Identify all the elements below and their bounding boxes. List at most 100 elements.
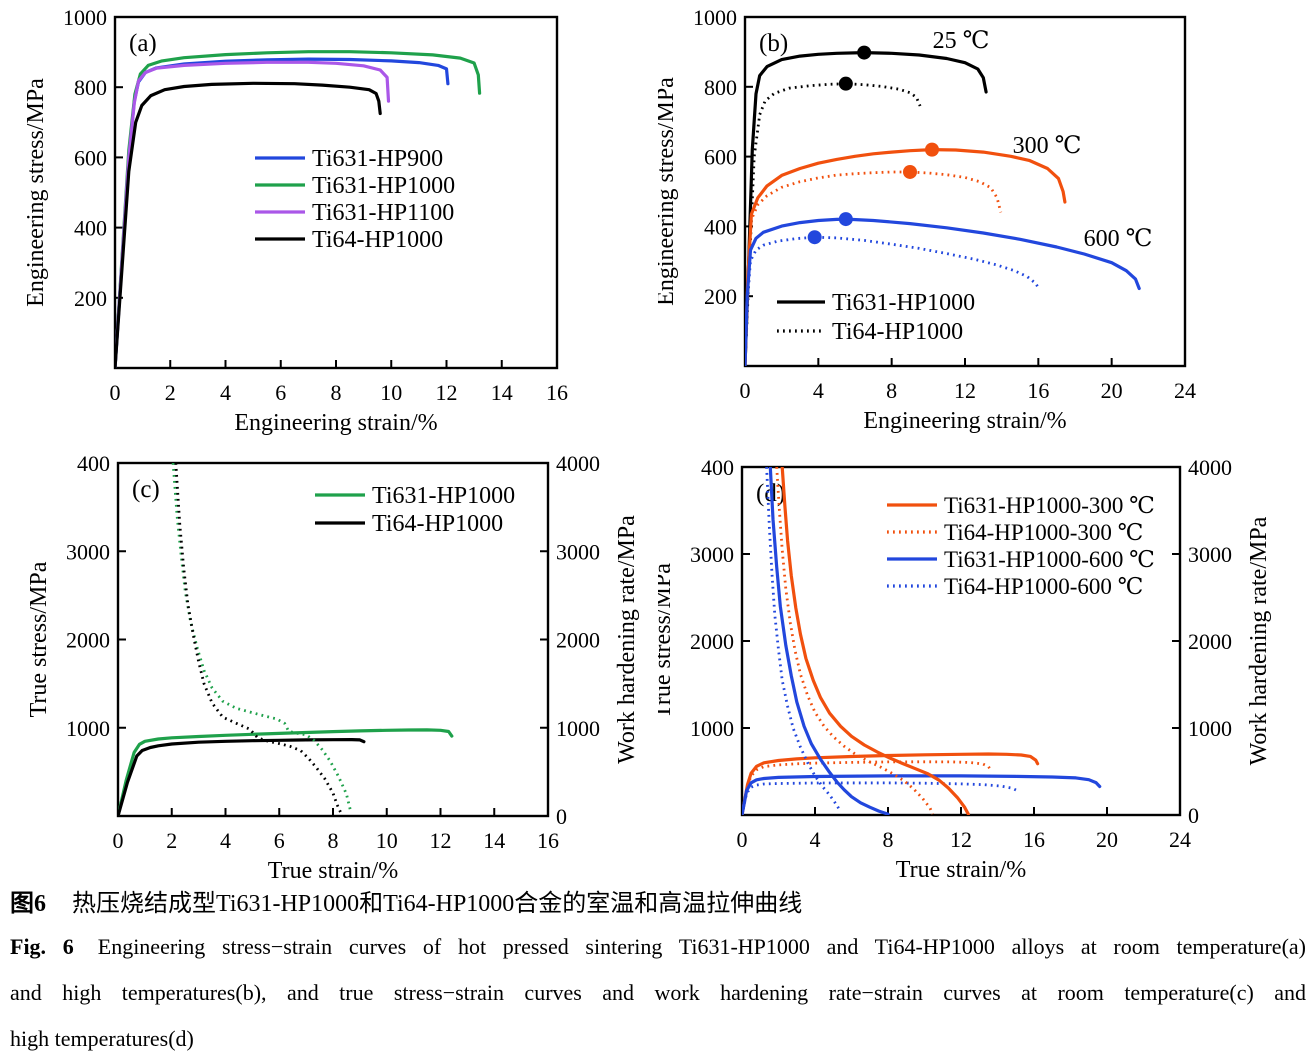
series-Ti64-HP1000-600-℃ <box>745 235 1041 366</box>
y2-axis-label: Work hardening rate/MPa <box>1246 516 1272 765</box>
series-group <box>115 50 482 368</box>
legend-label: Ti64-HP1000-600 ℃ <box>944 574 1143 599</box>
series-Ti64-HP1000 <box>115 81 382 368</box>
x-tick-label: 4 <box>813 378 824 403</box>
x-tick-label: 14 <box>483 828 505 853</box>
y-tick-label: 400 <box>77 451 110 476</box>
x-tick-label: 2 <box>166 828 177 853</box>
x-tick-label: 16 <box>1027 378 1049 403</box>
legend-label: Ti64-HP1000 <box>832 319 963 345</box>
x-tick-label: 8 <box>883 827 894 852</box>
y-tick-label: 200 <box>74 286 107 311</box>
legend-label: Ti64-HP1000 <box>372 511 503 537</box>
chart-c-true-stress-work-hardening-rt: 0 2 4 6 8 10 12 14 16100020003000400010002000300… <box>26 451 640 880</box>
x-axis-label: True strain/% <box>268 858 398 880</box>
panel-label: (c) <box>132 476 160 503</box>
marker-Ti64-HP1000-25-℃ <box>838 76 853 91</box>
series-Ti64-HP1000-600-℃-true-stress <box>742 781 1019 815</box>
series-Ti64-HP1000-true-stress <box>118 738 366 816</box>
y-tick-label: 1000 <box>693 5 737 30</box>
chart-a-engineering-stress-strain-rt: 0 2 4 6 8 10 12 14 16 200 400 600 800 1000 Engineering… <box>23 5 568 436</box>
y-tick-label: 800 <box>74 75 107 100</box>
y-tick-label: 400 <box>704 214 737 239</box>
legend-label: Ti631-HP1000-300 ℃ <box>944 493 1155 518</box>
marker-Ti631-HP1000-25-℃ <box>857 45 872 60</box>
x-tick-label: 0 <box>740 378 751 403</box>
x-tick-label: 8 <box>328 828 339 853</box>
series-Ti64-HP1000-300-℃ <box>745 170 1003 366</box>
x-axis-label: Engineering strain/% <box>234 410 437 436</box>
x-tick-label: 14 <box>491 380 513 405</box>
legend-label: Ti631-HP1100 <box>312 200 454 226</box>
caption-english-line2: and high temperatures(b), and true stres… <box>10 980 1306 1005</box>
y-axis-label: Engineering stress/MPa <box>658 77 679 306</box>
x-tick-label: 24 <box>1174 378 1196 403</box>
marker-Ti631-HP1000-300-℃ <box>925 142 939 157</box>
y-tick-label: 3000 <box>66 539 110 564</box>
legend-label: Ti64-HP1000-300 ℃ <box>944 520 1143 545</box>
legend-label: Ti64-HP1000 <box>312 227 443 253</box>
y-tick-label: 3000 <box>690 542 734 567</box>
x-tick-label: 16 <box>546 380 568 405</box>
series-Ti631-HP1000-25-℃ <box>745 51 988 366</box>
caption-english-line3: high temperatures(d) <box>10 1026 194 1051</box>
x-axis-label: Engineering strain/% <box>863 408 1066 434</box>
x-axis-label: True strain/% <box>896 857 1026 880</box>
series-group <box>745 51 1141 366</box>
x-tick-label: 12 <box>950 827 972 852</box>
marker-Ti64-HP1000-300-℃ <box>903 164 917 179</box>
y-tick-label: 1000 <box>690 716 734 741</box>
caption-english-line1: Fig. 6 Engineering stress−strain curves o… <box>10 924 1306 970</box>
caption-zh-text: 热压烧结成型Ti631-HP1000和Ti64-HP1000合金的室温和高温拉伸… <box>72 891 803 917</box>
annotation-temperature: 600 ℃ <box>1084 226 1153 252</box>
y2-tick-label: 3000 <box>556 539 600 564</box>
y-tick-label: 400 <box>701 455 734 480</box>
x-tick-label: 16 <box>537 828 559 853</box>
y2-tick-label: 1000 <box>556 716 600 741</box>
y2-tick-label: 3000 <box>1188 542 1232 567</box>
caption-zh-tag: 图6 <box>10 891 46 917</box>
y-tick-label: 800 <box>704 75 737 100</box>
x-tick-label: 20 <box>1096 827 1118 852</box>
series-Ti631-HP1000-300-℃-true-stress <box>742 752 1040 815</box>
caption-en-text1: Engineering stress−strain curves of hot … <box>97 934 1306 959</box>
x-tick-label: 10 <box>380 380 402 405</box>
y-tick-label: 2000 <box>66 628 110 653</box>
x-tick-label: 20 <box>1101 378 1123 403</box>
series-group <box>118 463 454 816</box>
x-tick-label: 4 <box>220 828 231 853</box>
y-tick-label: 1000 <box>66 716 110 741</box>
chart-d-true-stress-work-hardening-ht: 0 4 8 12 16 20 2410002000300040001000200030004… <box>658 455 1272 880</box>
y-tick-label: 600 <box>704 145 737 170</box>
x-tick-label: 12 <box>954 378 976 403</box>
legend-label: Ti631-HP1000 <box>832 290 975 316</box>
series-Ti631-HP1000-300-℃-work-hardening-rate <box>780 467 970 815</box>
x-tick-label: 10 <box>376 828 398 853</box>
y2-tick-label: 1000 <box>1188 716 1232 741</box>
y2-tick-label: 2000 <box>556 628 600 653</box>
legend-label: Ti631-HP900 <box>312 146 443 172</box>
chart-b-engineering-stress-strain-ht: 0 4 8 12 16 20 24 200 400 600 800 1000 Engineering s… <box>658 5 1196 434</box>
marker-Ti64-HP1000-600-℃ <box>807 230 822 245</box>
series-Ti64-HP1000-300-℃-work-hardening-rate <box>775 467 934 815</box>
x-tick-label: 6 <box>274 828 285 853</box>
x-tick-label: 0 <box>110 380 121 405</box>
y2-tick-label: 4000 <box>556 451 600 476</box>
caption-chinese: 图6 热压烧结成型Ti631-HP1000和Ti64-HP1000合金的室温和高温… <box>10 884 1306 924</box>
y-axis-label: True stress/MPa <box>26 561 52 717</box>
legend-label: Ti631-HP1000 <box>372 483 515 509</box>
y-tick-label: 200 <box>704 284 737 309</box>
x-tick-label: 6 <box>275 380 286 405</box>
x-tick-label: 12 <box>436 380 458 405</box>
x-tick-label: 4 <box>810 827 821 852</box>
y-axis-label: True stress/MPa <box>658 563 676 719</box>
y2-axis-label: Work hardening rate/MPa <box>614 515 640 764</box>
x-tick-label: 4 <box>220 380 231 405</box>
annotation-temperature: 25 ℃ <box>933 28 990 54</box>
x-tick-label: 8 <box>331 380 342 405</box>
y2-tick-label: 0 <box>1188 803 1199 828</box>
series-group <box>742 467 1102 815</box>
marker-Ti631-HP1000-600-℃ <box>838 212 853 227</box>
y2-tick-label: 0 <box>556 804 567 829</box>
